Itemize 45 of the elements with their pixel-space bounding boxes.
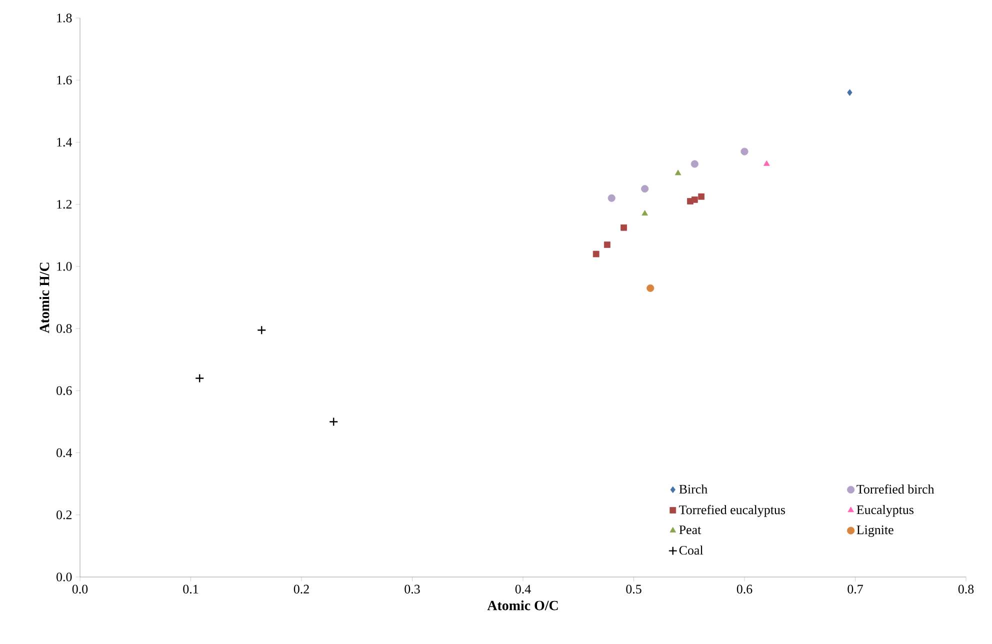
point xyxy=(329,417,338,426)
y-axis-title: Atomic H/C xyxy=(39,262,50,334)
point xyxy=(642,210,648,216)
point xyxy=(646,284,654,292)
point xyxy=(691,196,698,203)
point xyxy=(698,193,704,200)
point xyxy=(764,160,770,166)
x-tick-label: 0.3 xyxy=(404,584,420,594)
y-tick-label: 1.4 xyxy=(57,138,72,147)
y-tick-label: 0.2 xyxy=(56,510,72,520)
legend-label: Torrefied eucalyptus xyxy=(679,504,786,517)
x-tick-label: 0.7 xyxy=(848,584,863,594)
point xyxy=(620,224,627,231)
x-tick-label: 0.1 xyxy=(183,584,198,594)
point xyxy=(740,148,748,156)
y-tick-label: 0.8 xyxy=(56,324,72,333)
point xyxy=(608,194,616,202)
point xyxy=(195,374,204,383)
legend-label: Lignite xyxy=(856,526,894,537)
x-tick-label: 0.0 xyxy=(72,584,88,594)
point xyxy=(847,89,852,96)
y-tick-label: 1.8 xyxy=(57,14,72,22)
legend-label: Torrefied birch xyxy=(856,484,934,494)
legend-label: Coal xyxy=(679,546,704,555)
x-tick-label: 0.5 xyxy=(626,584,642,594)
legend-label: Eucalyptus xyxy=(856,505,914,517)
y-tick-label: 1.0 xyxy=(57,262,72,271)
x-tick-label: 0.6 xyxy=(736,584,752,594)
legend-label: Birch xyxy=(679,484,708,494)
y-tick-label: 0.0 xyxy=(56,572,72,582)
point xyxy=(604,242,610,248)
x-tick-label: 0.4 xyxy=(515,584,531,594)
x-tick-label: 0.8 xyxy=(958,584,974,594)
point xyxy=(641,185,649,193)
point xyxy=(592,250,600,258)
y-tick-label: 0.4 xyxy=(56,448,72,458)
x-axis-title: Atomic O/C xyxy=(487,600,558,610)
y-tick-label: 1.2 xyxy=(57,200,72,209)
point xyxy=(690,160,698,168)
y-tick-label: 0.6 xyxy=(56,386,72,396)
legend-label: Peat xyxy=(679,526,702,534)
x-tick-label: 0.2 xyxy=(294,584,309,594)
point xyxy=(257,326,266,335)
y-tick-label: 1.6 xyxy=(57,76,72,84)
point xyxy=(674,170,682,176)
